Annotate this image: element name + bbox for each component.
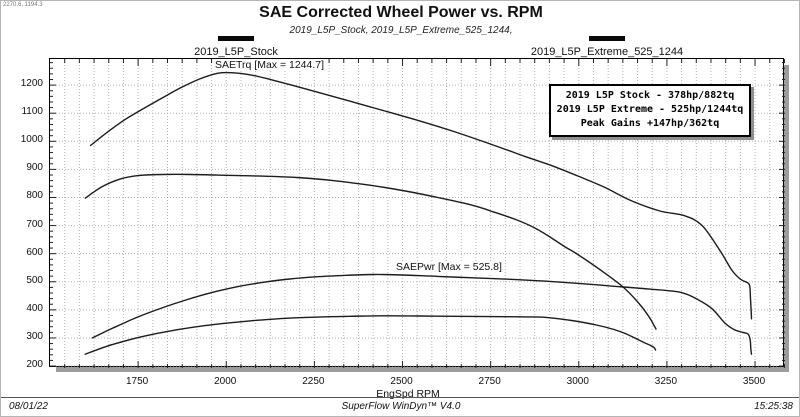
results-info-box: 2019 L5P Stock - 378hp/882tq 2019 L5P Ex… xyxy=(549,84,751,137)
power-max-annotation: SAEPwr [Max = 525.8] xyxy=(394,261,504,273)
series-saetrq xyxy=(89,71,753,320)
plot-area: SAETrq [Max = 1244.7] SAEPwr [Max = 525.… xyxy=(49,58,785,368)
cursor-position-readout: 2270.6, 1194.3 xyxy=(3,2,43,8)
footer-date: 08/01/22 xyxy=(9,401,48,412)
y-tick-label: 800 xyxy=(26,190,43,202)
footer-time: 15:25:38 xyxy=(754,401,793,412)
series-saepwr xyxy=(91,273,753,355)
x-tick-label: 2750 xyxy=(478,376,501,387)
y-tick-label: 1200 xyxy=(20,78,43,90)
y-tick-label: 600 xyxy=(26,246,43,258)
legend-item-stock: 2019_L5P_Stock xyxy=(176,36,296,60)
series-saepwr xyxy=(84,315,657,355)
legend-label-extreme: 2019_L5P_Extreme_525_1244 xyxy=(530,46,684,58)
x-tick-label: 3000 xyxy=(566,376,589,387)
info-line-stock: 2019 L5P Stock - 378hp/882tq xyxy=(565,90,735,101)
footer-divider xyxy=(1,397,799,398)
x-tick-label: 1750 xyxy=(126,376,149,387)
x-tick-label: 2000 xyxy=(214,376,237,387)
legend-swatch-extreme xyxy=(589,36,625,41)
y-tick-label: 900 xyxy=(26,162,43,174)
series-saetrq xyxy=(84,173,657,330)
y-tick-label: 300 xyxy=(26,330,43,342)
y-tick-label: 1000 xyxy=(20,134,43,146)
x-tick-label: 2500 xyxy=(390,376,413,387)
x-axis-title: EngSpd RPM xyxy=(376,388,440,400)
legend-item-extreme: 2019_L5P_Extreme_525_1244 xyxy=(522,36,692,60)
chart-title: SAE Corrected Wheel Power vs. RPM xyxy=(259,4,543,21)
torque-max-annotation: SAETrq [Max = 1244.7] xyxy=(213,59,327,71)
y-tick-label: 400 xyxy=(26,302,43,314)
chart-subtitle: 2019_L5P_Stock, 2019_L5P_Extreme_525_124… xyxy=(289,25,513,36)
y-tick-label: 700 xyxy=(26,218,43,230)
legend-swatch-stock xyxy=(218,36,254,41)
x-tick-label: 2250 xyxy=(302,376,325,387)
info-line-gains: Peak Gains +147hp/362tq xyxy=(580,118,720,129)
y-tick-label: 500 xyxy=(26,274,43,286)
x-tick-label: 3250 xyxy=(654,376,678,387)
info-line-extreme: 2019 L5P Extreme - 525hp/1244tq xyxy=(556,104,744,115)
legend-label-stock: 2019_L5P_Stock xyxy=(194,46,278,58)
x-tick-label: 3500 xyxy=(742,376,766,387)
footer-app-name: SuperFlow WinDyn™ V4.0 xyxy=(341,401,461,412)
y-tick-label: 1100 xyxy=(21,106,43,118)
y-tick-label: 200 xyxy=(26,359,43,371)
